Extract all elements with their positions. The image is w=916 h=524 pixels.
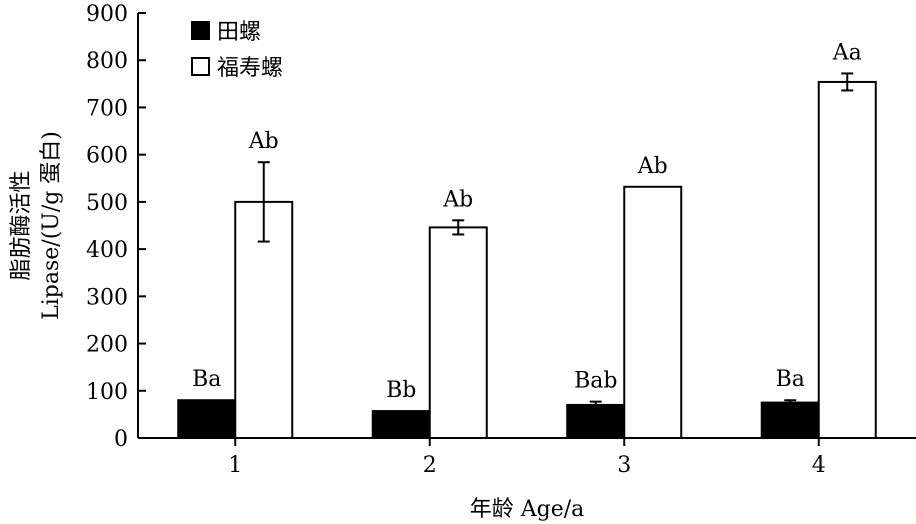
bar — [760, 401, 820, 440]
legend: 田螺 福寿螺 — [191, 20, 283, 81]
legend-swatch-tianluo — [191, 21, 210, 40]
bars: Ba Ab Bb Ab Bab Ab Ba Aa — [177, 40, 877, 440]
y-axis-title-line2: Lipase/(U/g 蛋白) — [39, 131, 64, 320]
significance-label: Bab — [574, 369, 617, 394]
significance-label: Ab — [637, 154, 668, 179]
bar — [177, 399, 237, 440]
y-tick-label: 800 — [86, 49, 128, 74]
y-tick-label: 0 — [114, 427, 128, 452]
y-tick-label: 700 — [86, 96, 128, 121]
significance-label: Ba — [192, 367, 221, 392]
x-axis: 1 2 3 4 — [228, 438, 826, 478]
bar — [428, 226, 488, 439]
x-axis-title: 年龄 Age/a — [470, 497, 585, 522]
y-tick-label: 100 — [86, 380, 128, 405]
legend-swatch-fushouluo — [191, 57, 210, 76]
bar — [566, 403, 626, 440]
significance-label: Aa — [832, 40, 862, 65]
x-tick-label: 1 — [228, 453, 242, 478]
significance-label: Ba — [776, 367, 805, 392]
x-tick-label: 4 — [812, 453, 826, 478]
bar — [623, 185, 683, 439]
x-tick-label: 3 — [617, 453, 631, 478]
significance-label: Bb — [386, 378, 416, 403]
y-axis: 0 100 200 300 400 500 600 700 800 900 — [86, 2, 146, 452]
y-tick-label: 500 — [86, 191, 128, 216]
x-tick-label: 2 — [423, 453, 437, 478]
y-tick-label: 900 — [86, 2, 128, 27]
y-tick-label: 400 — [86, 238, 128, 263]
bar — [371, 410, 431, 440]
y-axis-title-line1: 脂肪酶活性 — [9, 170, 34, 280]
significance-label: Ab — [442, 187, 473, 212]
legend-label-tianluo: 田螺 — [217, 20, 261, 45]
bar — [817, 80, 877, 439]
y-tick-label: 600 — [86, 144, 128, 169]
significance-label: Ab — [248, 129, 279, 154]
legend-label-fushouluo: 福寿螺 — [217, 56, 283, 81]
y-tick-label: 300 — [86, 285, 128, 310]
y-tick-label: 200 — [86, 333, 128, 358]
